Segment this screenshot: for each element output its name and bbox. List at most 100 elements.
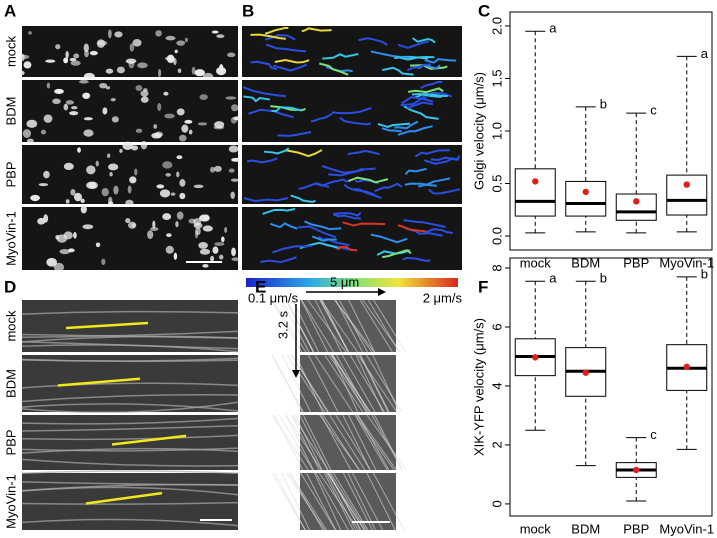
golgi-spot [179,192,186,200]
track [370,233,408,244]
y-tick-label: 6 [489,323,504,330]
kymo-x-label: 5 μm [330,274,359,289]
kymo-streak [278,414,314,471]
track [407,101,434,109]
kymo-streak [352,472,384,531]
kymo-streak [338,299,368,353]
track [318,235,350,247]
golgi-spot [128,60,135,69]
kymo-streak [285,299,314,353]
kymo-streak [315,472,349,531]
significance-label: a [701,46,709,61]
track [401,96,434,105]
y-tick-label: 1.0 [489,122,504,140]
golgi-spot [228,145,239,153]
golgi-spot [86,181,97,189]
row-label: BDM [3,369,18,398]
row-label: MyoVin-1 [3,211,18,266]
golgi-spot [194,69,205,77]
filament [21,458,239,467]
kymo-streak [372,472,405,531]
kymo-streak [365,354,403,413]
golgi-spot [55,44,61,50]
track [246,157,278,164]
golgi-spot [65,100,74,105]
kymo-streak [307,299,347,353]
track [311,235,337,242]
golgi-spot [165,35,176,41]
track [331,106,372,115]
filament [21,393,239,403]
golgi-spot [210,166,216,173]
track [265,43,307,53]
track [407,87,444,94]
golgi-spot [86,165,96,175]
golgi-spot [22,129,31,138]
golgi-spot [197,122,208,126]
kymo-streak [366,414,407,471]
micrograph [22,300,238,352]
track [370,50,413,61]
kymo-streak [374,414,403,471]
filament [21,357,239,362]
golgi-spot [165,172,171,177]
micrograph [22,80,238,142]
kymo-streak [348,414,377,471]
filament [21,382,239,389]
golgi-spot [214,121,225,129]
significance-label: b [701,266,708,281]
golgi-spot [95,160,99,167]
golgi-spot [23,61,32,69]
track [319,62,349,76]
golgi-spot [216,66,227,76]
track [358,37,388,46]
golgi-spot [210,255,215,262]
track [381,127,402,133]
filament [21,434,239,441]
track [342,221,386,227]
golgi-spot [230,191,235,200]
kymo-streak [287,354,326,413]
box [666,174,708,216]
kymo-streak [335,299,363,353]
track [354,187,382,200]
kymo-streak [314,472,342,531]
golgi-spot [166,54,175,64]
golgi-spot [43,170,50,179]
significance-label: b [600,271,607,286]
golgi-spot [28,31,32,35]
mean-dot [582,188,589,196]
track [428,188,461,195]
kymo-streak [348,299,376,353]
track [382,249,412,259]
kymo-streak [271,354,304,413]
golgi-spot [83,43,89,53]
track [403,219,446,228]
golgi-spot [159,189,171,198]
golgi-spot [140,140,148,150]
track [403,105,439,120]
filament [21,470,239,474]
kymo-streak [299,414,329,471]
x-tick-label: MyoVin-1 [659,521,714,536]
kymo-streak [373,299,407,353]
kymo-streak [307,354,339,413]
track [290,194,316,204]
track [271,106,303,113]
golgi-spot [164,113,175,119]
golgi-spot [212,246,219,254]
golgi-spot [69,57,77,62]
golgi-spot [227,52,236,58]
kymo-streak [335,414,371,471]
golgi-spot [109,172,113,177]
track [264,34,296,41]
golgi-spot [211,30,219,34]
kymo-streak [320,299,358,353]
mean-dot [532,178,539,185]
filament [21,335,239,343]
kymo-streak [342,472,373,531]
panel-label: E [255,277,266,296]
golgi-spot [181,124,189,133]
panel-label: B [242,1,254,20]
golgi-spot [96,39,106,48]
